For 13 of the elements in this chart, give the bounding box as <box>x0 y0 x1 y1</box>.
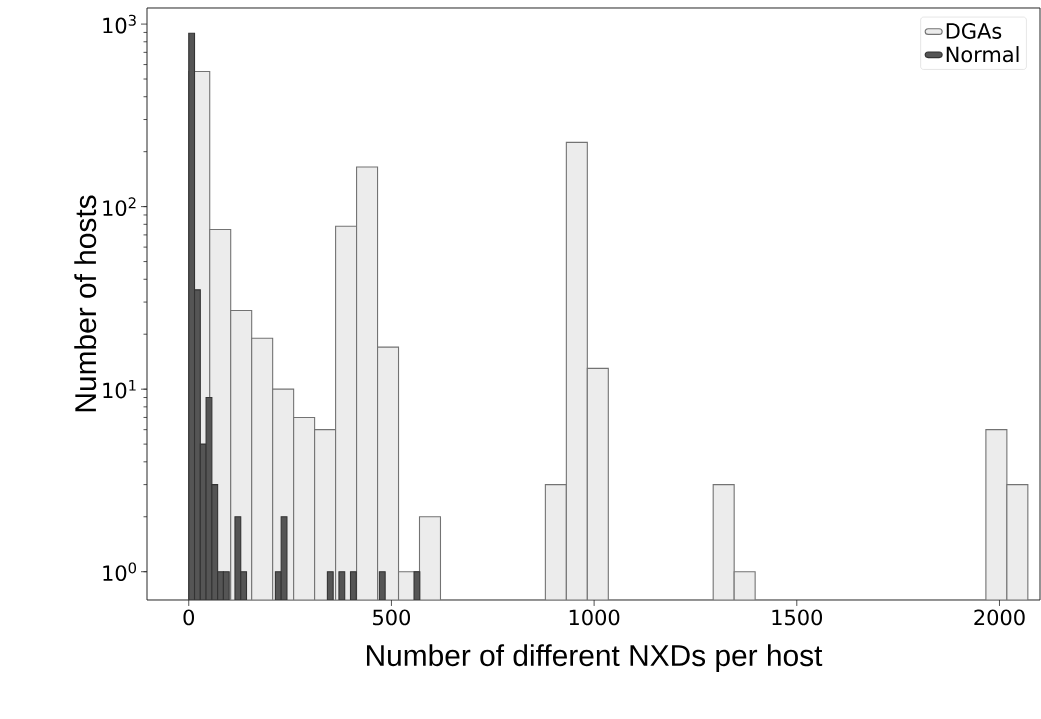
y-tick-label: 10$^{3}$ <box>103 14 136 34</box>
y-tick-label: 10$^{1}$ <box>103 379 136 399</box>
y-tick-label: 10$^{2}$ <box>103 197 136 216</box>
y-axis-title: Number of hosts <box>74 195 97 412</box>
legend-label: DGAs <box>946 23 1002 39</box>
legend-label: Normal <box>946 46 1019 63</box>
x-tick-label: 1000 <box>569 609 620 626</box>
x-tick-label: 500 <box>373 609 410 626</box>
x-tick-label: 1500 <box>772 609 823 626</box>
y-tick-label: 10$^{0}$ <box>103 562 137 582</box>
x-axis-title: Number of different NXDs per host <box>366 644 823 673</box>
x-tick-label: 2000 <box>974 609 1025 626</box>
x-tick-label: 0 <box>183 609 195 626</box>
